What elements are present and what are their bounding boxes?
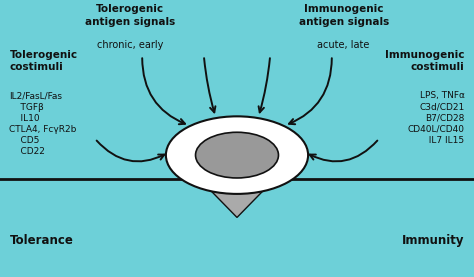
Text: Immunogenic
antigen signals: Immunogenic antigen signals — [299, 4, 389, 27]
Text: Tolerogenic
costimuli: Tolerogenic costimuli — [9, 50, 78, 72]
Text: Tolerance: Tolerance — [9, 235, 73, 247]
Text: Immunogenic
costimuli: Immunogenic costimuli — [385, 50, 465, 72]
Ellipse shape — [166, 116, 308, 194]
Text: chronic, early: chronic, early — [97, 40, 164, 50]
Text: Tolerogenic
antigen signals: Tolerogenic antigen signals — [85, 4, 175, 27]
Text: Immunity: Immunity — [402, 235, 465, 247]
Polygon shape — [199, 179, 275, 217]
Text: acute, late: acute, late — [318, 40, 370, 50]
Ellipse shape — [195, 132, 279, 178]
Text: LPS, TNFα
C3d/CD21
B7/CD28
CD40L/CD40
  IL7 IL15: LPS, TNFα C3d/CD21 B7/CD28 CD40L/CD40 IL… — [408, 91, 465, 145]
Text: IL2/FasL/Fas
    TGFβ
    IL10
CTLA4, FcγR2b
    CD5
    CD22: IL2/FasL/Fas TGFβ IL10 CTLA4, FcγR2b CD5… — [9, 91, 77, 156]
